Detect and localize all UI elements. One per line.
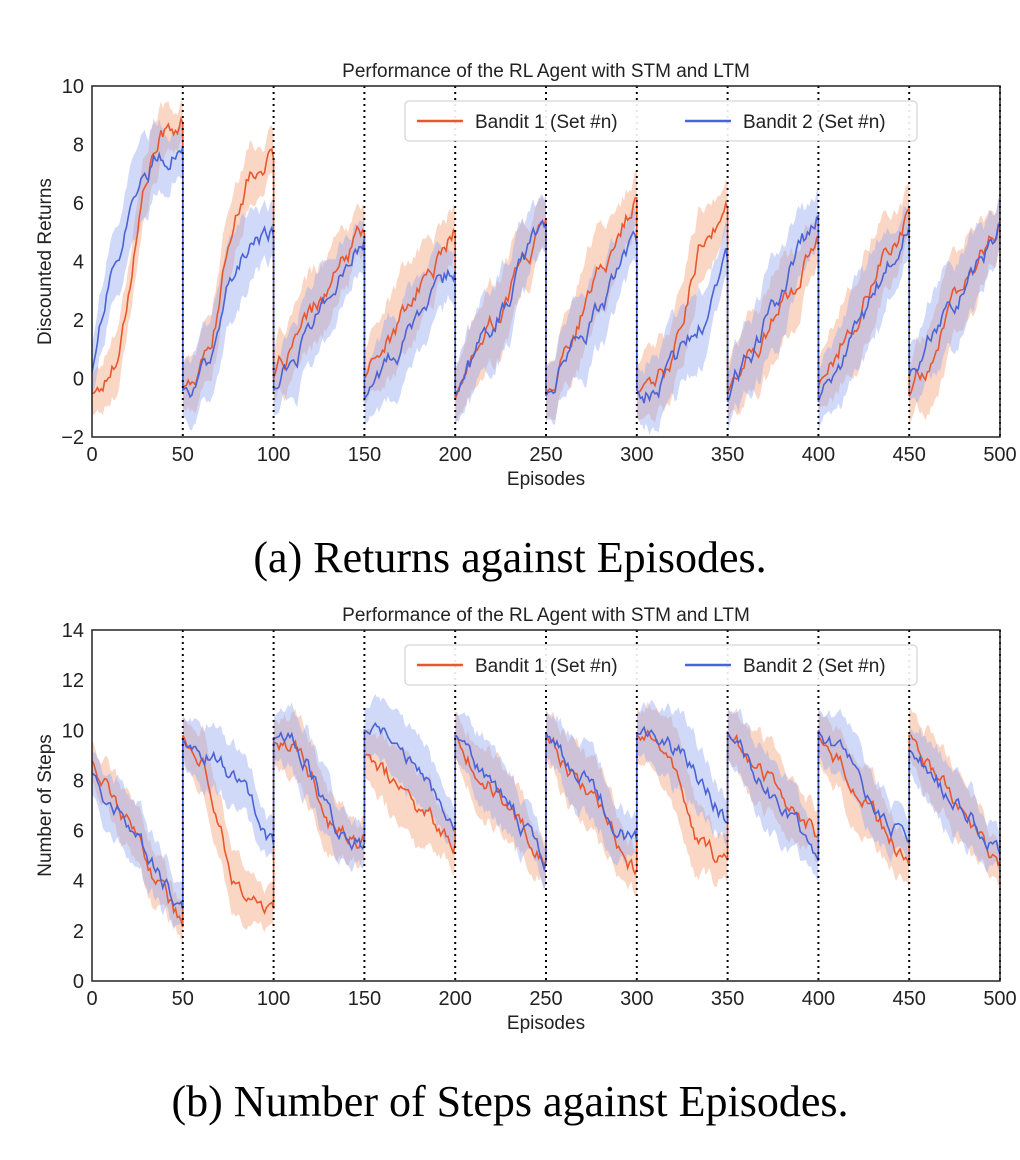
x-tick-label: 250 xyxy=(529,988,562,1010)
returns-chart-figure: Performance of the RL Agent with STM and… xyxy=(0,0,1020,530)
legend-box xyxy=(404,100,918,142)
y-tick-label: 0 xyxy=(73,971,84,993)
legend-label-2: Bandit 2 (Set #n) xyxy=(743,112,886,133)
y-tick-label: 14 xyxy=(62,620,84,642)
y-tick-label: −2 xyxy=(61,427,84,449)
y-axis-label: Discounted Returns xyxy=(35,178,56,345)
y-tick-label: 8 xyxy=(73,770,84,792)
series-band-1 xyxy=(92,99,1000,425)
x-tick-label: 200 xyxy=(439,988,472,1010)
x-tick-label: 250 xyxy=(529,444,562,466)
caption-steps: (b) Number of Steps against Episodes. xyxy=(171,1077,849,1126)
x-tick-label: 100 xyxy=(257,444,290,466)
series-band-1 xyxy=(92,701,1000,947)
x-tick-label: 50 xyxy=(172,988,194,1010)
y-tick-label: 12 xyxy=(62,670,84,692)
legend: Bandit 1 (Set #n) Bandit 2 (Set #n) xyxy=(404,100,918,142)
x-tick-label: 450 xyxy=(893,444,926,466)
y-tick-label: 0 xyxy=(73,369,84,391)
x-tick-label: 300 xyxy=(620,444,653,466)
y-tick-label: 4 xyxy=(73,252,84,274)
x-tick-label: 400 xyxy=(802,988,835,1010)
x-tick-label: 150 xyxy=(348,988,381,1010)
y-tick-label: 2 xyxy=(73,310,84,332)
x-axis-label: Episodes xyxy=(507,469,585,490)
x-tick-label: 350 xyxy=(711,988,744,1010)
steps-chart-figure: Performance of the RL Agent with STM and… xyxy=(0,590,1020,1040)
x-tick-label: 0 xyxy=(86,988,97,1010)
y-tick-label: 2 xyxy=(73,921,84,943)
x-tick-label: 200 xyxy=(439,444,472,466)
x-tick-label: 0 xyxy=(86,444,97,466)
y-tick-label: 6 xyxy=(73,193,84,215)
x-tick-label: 100 xyxy=(257,988,290,1010)
y-axis-label: Number of Steps xyxy=(35,734,56,877)
plot-frame xyxy=(91,629,1001,982)
x-tick-label: 50 xyxy=(172,444,194,466)
x-tick-label: 350 xyxy=(711,444,744,466)
steps-chart: Performance of the RL Agent with STM and… xyxy=(35,605,1017,1034)
series-line-2 xyxy=(92,722,1000,910)
y-tick-label: 10 xyxy=(62,76,84,98)
legend-label-1: Bandit 1 (Set #n) xyxy=(475,112,618,133)
y-tick-label: 4 xyxy=(73,871,84,893)
chart-title: Performance of the RL Agent with STM and… xyxy=(342,61,750,82)
legend-label-2: Bandit 2 (Set #n) xyxy=(743,656,886,677)
x-tick-label: 500 xyxy=(983,444,1016,466)
x-axis-label: Episodes xyxy=(507,1013,585,1034)
legend: Bandit 1 (Set #n) Bandit 2 (Set #n) xyxy=(404,644,918,686)
x-tick-label: 450 xyxy=(893,988,926,1010)
chart-title: Performance of the RL Agent with STM and… xyxy=(342,605,750,626)
plot-frame xyxy=(91,85,1001,438)
x-tick-label: 400 xyxy=(802,444,835,466)
legend-box xyxy=(404,644,918,686)
returns-chart: Performance of the RL Agent with STM and… xyxy=(35,61,1017,490)
y-tick-label: 8 xyxy=(73,135,84,157)
caption-returns: (a) Returns against Episodes. xyxy=(253,533,767,582)
x-tick-label: 150 xyxy=(348,444,381,466)
x-tick-label: 300 xyxy=(620,988,653,1010)
plot-area xyxy=(92,99,1000,436)
legend-label-1: Bandit 1 (Set #n) xyxy=(475,656,618,677)
y-tick-label: 10 xyxy=(62,720,84,742)
y-tick-label: 6 xyxy=(73,821,84,843)
plot-area xyxy=(92,694,1000,947)
x-tick-label: 500 xyxy=(983,988,1016,1010)
